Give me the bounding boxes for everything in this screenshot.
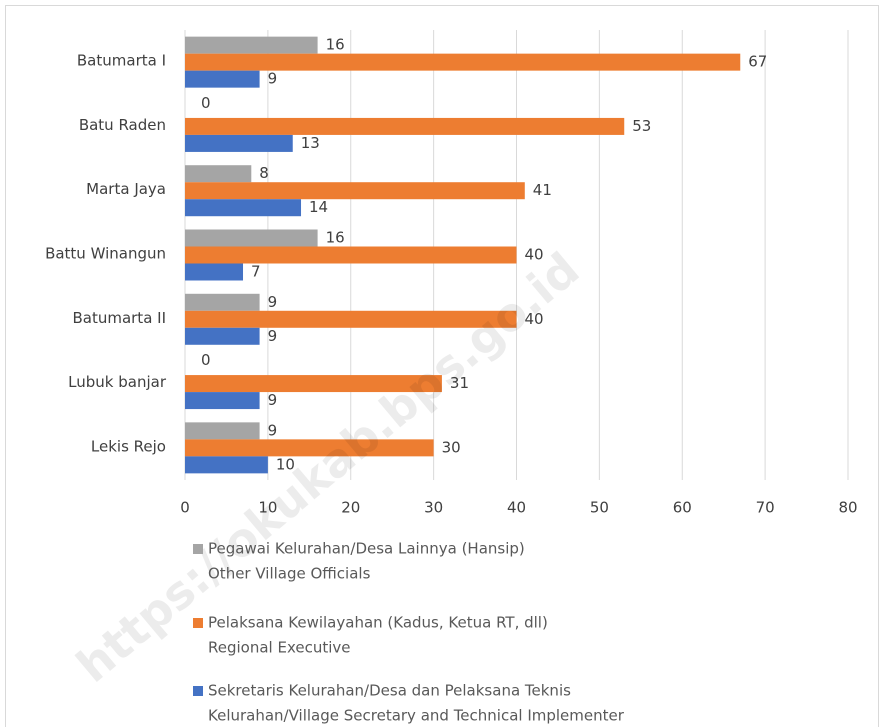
data-label: 30 xyxy=(442,438,461,456)
data-label: 9 xyxy=(268,293,278,311)
bar xyxy=(185,53,741,71)
bar xyxy=(185,439,434,457)
data-label: 40 xyxy=(525,246,544,264)
bar xyxy=(185,392,260,410)
bar xyxy=(185,375,442,393)
data-label: 14 xyxy=(309,198,328,216)
y-tick-label: Lubuk banjar xyxy=(68,373,167,391)
x-tick-label: 80 xyxy=(838,499,857,517)
legend-swatch xyxy=(193,618,203,628)
data-label: 9 xyxy=(268,70,278,88)
legend-label: Sekretaris Kelurahan/Desa dan Pelaksana … xyxy=(208,682,571,700)
bar xyxy=(185,327,260,345)
data-label: 9 xyxy=(268,391,278,409)
bar xyxy=(185,182,525,200)
x-tick-label: 50 xyxy=(590,499,609,517)
bar xyxy=(185,310,517,328)
legend-label: Regional Executive xyxy=(208,639,351,657)
x-tick-label: 0 xyxy=(180,499,190,517)
x-tick-label: 40 xyxy=(507,499,526,517)
bar xyxy=(185,293,260,311)
bar xyxy=(185,199,302,217)
data-label: 31 xyxy=(450,374,469,392)
y-tick-label: Batumarta I xyxy=(77,52,166,70)
x-tick-label: 30 xyxy=(424,499,443,517)
x-tick-label: 10 xyxy=(258,499,277,517)
data-label: 9 xyxy=(268,421,278,439)
bar xyxy=(185,117,625,135)
legend-swatch xyxy=(193,544,203,554)
legend-label: Other Village Officials xyxy=(208,565,371,583)
legend-label: Pegawai Kelurahan/Desa Lainnya (Hansip) xyxy=(208,540,525,558)
bar xyxy=(185,229,318,247)
data-label: 40 xyxy=(525,310,544,328)
bar xyxy=(185,165,252,183)
data-label: 13 xyxy=(301,134,320,152)
bar xyxy=(185,422,260,440)
data-label: 9 xyxy=(268,327,278,345)
data-label: 0 xyxy=(201,351,211,369)
x-tick-label: 70 xyxy=(756,499,775,517)
bar xyxy=(185,246,517,264)
x-tick-label: 60 xyxy=(673,499,692,517)
data-label: 53 xyxy=(632,117,651,135)
chart-border xyxy=(5,5,879,727)
data-label: 41 xyxy=(533,181,552,199)
data-label: 16 xyxy=(326,36,345,54)
data-label: 0 xyxy=(201,94,211,112)
y-tick-label: Battu Winangun xyxy=(45,245,166,263)
data-label: 16 xyxy=(326,229,345,247)
data-label: 10 xyxy=(276,455,295,473)
x-tick-label: 20 xyxy=(341,499,360,517)
y-tick-label: Batumarta II xyxy=(72,309,166,327)
legend-swatch xyxy=(193,686,203,696)
data-label: 7 xyxy=(251,263,261,281)
bar xyxy=(185,263,244,281)
y-tick-label: Batu Raden xyxy=(79,116,166,134)
bar xyxy=(185,456,268,474)
data-label: 67 xyxy=(748,53,767,71)
legend-label: Pelaksana Kewilayahan (Kadus, Ketua RT, … xyxy=(208,614,548,632)
y-tick-label: Lekis Rejo xyxy=(91,437,166,455)
bar xyxy=(185,70,260,88)
legend-label: Kelurahan/Village Secretary and Technica… xyxy=(208,707,625,725)
bar xyxy=(185,134,293,152)
y-tick-label: Marta Jaya xyxy=(86,180,166,198)
data-label: 8 xyxy=(259,164,269,182)
bar xyxy=(185,36,318,54)
